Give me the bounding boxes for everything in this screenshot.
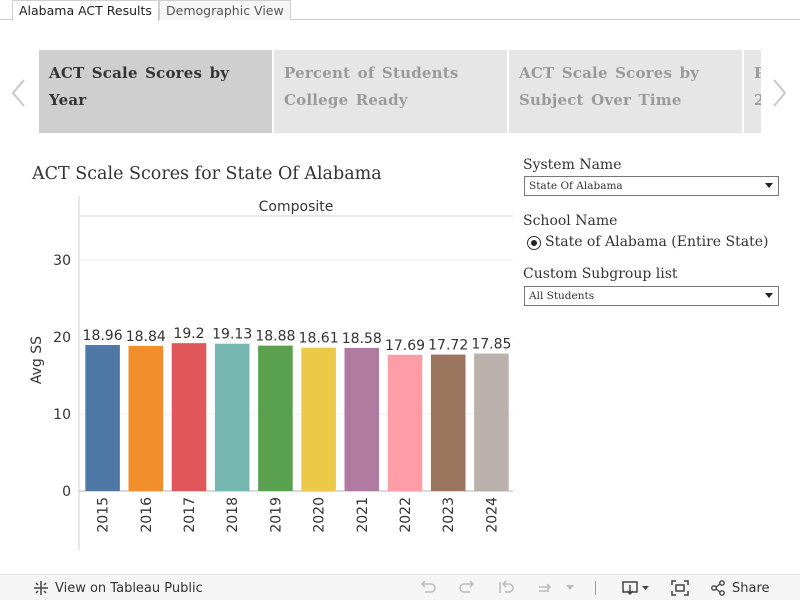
custom-subgroup-value: All Students	[529, 290, 595, 302]
bar-value-label: 17.72	[428, 338, 468, 354]
download-icon[interactable]	[622, 575, 650, 600]
view-on-tableau-link[interactable]: View on Tableau Public	[33, 575, 203, 600]
refresh-dropdown-caret-icon[interactable]	[566, 575, 574, 600]
custom-subgroup-label: Custom Subgroup list	[523, 266, 678, 282]
tab-demographic-view[interactable]: Demographic View	[159, 0, 291, 20]
y-tick-label: 0	[62, 484, 71, 500]
share-button[interactable]: Share	[710, 575, 770, 600]
x-tick-label: 2020	[312, 497, 328, 533]
bar-value-label: 18.88	[255, 329, 295, 345]
revert-icon[interactable]	[498, 575, 516, 600]
y-axis-label: Avg SS	[29, 336, 45, 384]
x-tick-label: 2018	[225, 497, 241, 533]
bar-value-label: 17.85	[471, 337, 511, 353]
dashboard-tab-bar: Alabama ACT Results Demographic View	[0, 0, 800, 21]
x-tick-label: 2021	[355, 497, 371, 533]
redo-icon[interactable]	[458, 575, 476, 600]
bar-2021	[344, 347, 380, 491]
system-name-dropdown[interactable]: State Of Alabama	[524, 176, 779, 196]
bar-2015	[85, 345, 120, 491]
undo-icon[interactable]	[419, 575, 437, 600]
system-name-value: State Of Alabama	[529, 180, 623, 192]
story-point-partial[interactable]: P 2	[744, 50, 761, 133]
story-point-percent-college-ready[interactable]: Percent of Students College Ready	[274, 50, 507, 133]
y-tick-label: 10	[53, 407, 71, 423]
y-tick-label: 20	[53, 330, 71, 346]
refresh-icon[interactable]	[536, 575, 554, 600]
x-tick-label: 2022	[398, 497, 414, 533]
story-point-label: ACT Scale Scores by Subject Over Time	[519, 64, 700, 109]
x-tick-label: 2024	[484, 497, 500, 533]
bottom-toolbar: View on Tableau Public	[0, 574, 800, 600]
bar-2022	[387, 354, 423, 491]
x-tick-label: 2017	[182, 497, 198, 533]
tab-alabama-act-results[interactable]: Alabama ACT Results	[12, 0, 159, 21]
y-tick-label: 30	[53, 253, 71, 269]
bar-2023	[430, 354, 466, 491]
view-on-tableau-label: View on Tableau Public	[55, 580, 203, 596]
bar-2016	[128, 345, 164, 491]
caret-down-icon	[765, 183, 773, 188]
school-name-option[interactable]: State of Alabama (Entire State)	[545, 234, 769, 250]
chevron-left-icon[interactable]	[10, 78, 28, 108]
custom-subgroup-dropdown[interactable]: All Students	[524, 286, 779, 306]
x-tick-label: 2016	[139, 497, 155, 533]
panel-header-composite: Composite	[259, 199, 334, 215]
bar-chart: Composite 0 10 20 30 Avg SS 18.96 2015 18.84 201…	[29, 196, 513, 550]
bar-2024	[474, 353, 509, 491]
story-point-label: Percent of Students College Ready	[284, 64, 459, 109]
tableau-logo-icon	[33, 580, 49, 596]
bar-value-label: 18.61	[299, 331, 339, 347]
share-icon	[710, 580, 726, 596]
bar-value-label: 19.13	[212, 327, 252, 343]
bar-value-label: 17.69	[385, 338, 425, 354]
bar-value-label: 18.96	[83, 328, 123, 344]
school-name-label: School Name	[523, 213, 618, 229]
story-point-scores-by-subject[interactable]: ACT Scale Scores by Subject Over Time	[509, 50, 742, 133]
bar-2017	[171, 343, 207, 491]
x-tick-label: 2023	[441, 497, 457, 533]
school-name-radio[interactable]	[527, 236, 541, 250]
bar-2019	[258, 345, 293, 491]
fullscreen-icon[interactable]	[671, 575, 689, 600]
story-point-label: ACT Scale Scores by Year	[49, 64, 230, 109]
caret-down-icon	[765, 293, 773, 298]
x-tick-label: 2015	[96, 497, 112, 533]
bar-value-label: 18.84	[126, 329, 166, 345]
x-tick-label: 2019	[268, 497, 284, 533]
story-point-act-scale-scores-by-year[interactable]: ACT Scale Scores by Year	[39, 50, 272, 133]
bar-value-label: 19.2	[173, 326, 204, 342]
chart-title: ACT Scale Scores for State Of Alabama	[32, 164, 382, 184]
share-label: Share	[732, 580, 770, 596]
system-name-label: System Name	[523, 157, 622, 173]
bar-value-label: 18.58	[342, 331, 382, 347]
toolbar-divider	[595, 581, 596, 595]
chevron-right-icon[interactable]	[770, 78, 788, 108]
bar-2020	[301, 347, 336, 491]
bar-2018	[214, 343, 250, 491]
